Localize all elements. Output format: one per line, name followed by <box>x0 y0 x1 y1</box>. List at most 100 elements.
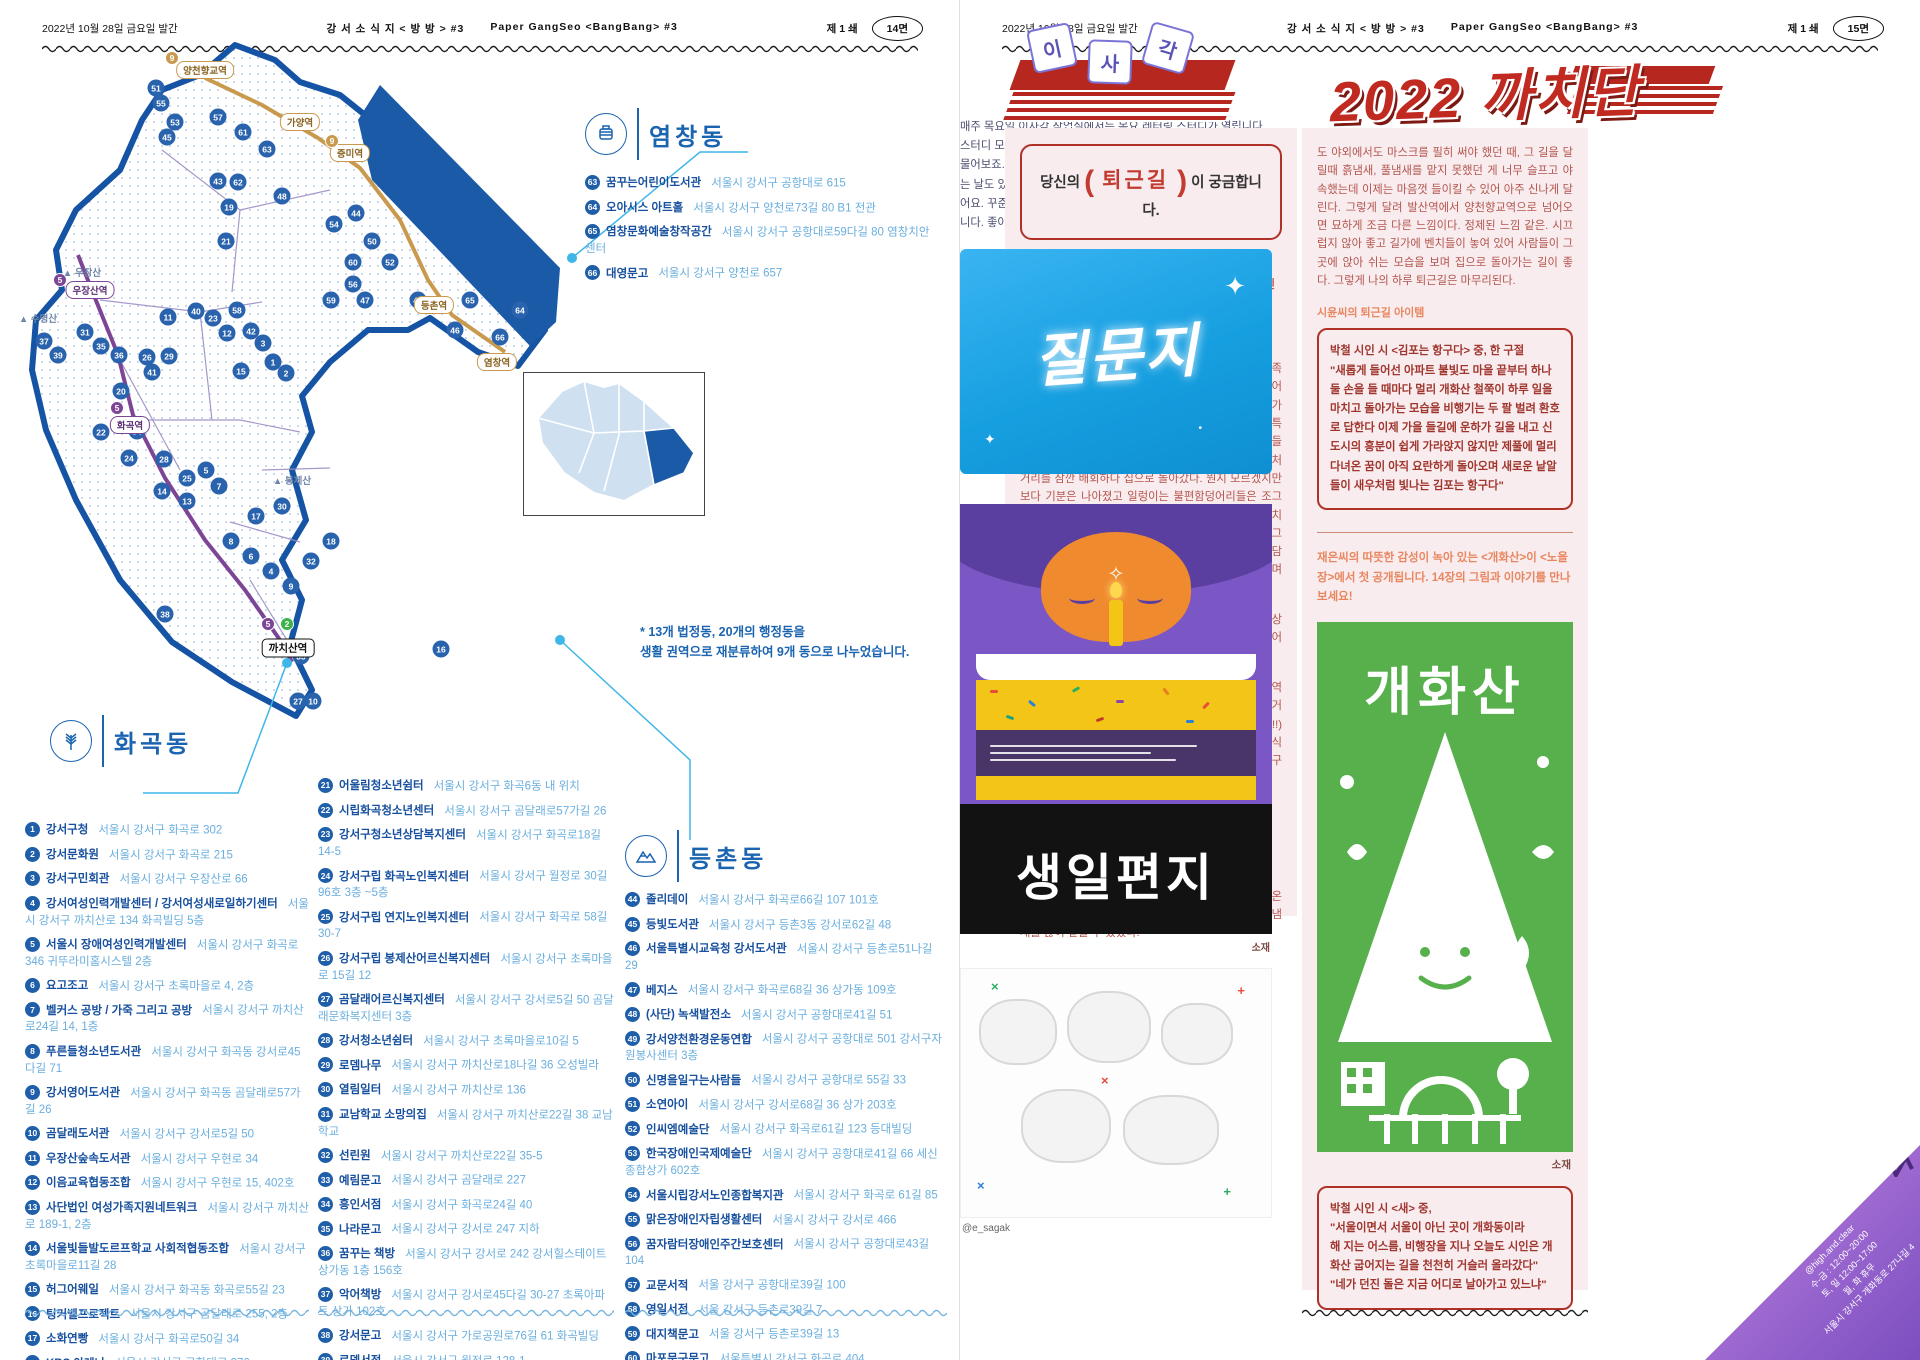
place-address: 서울시 강서구 공항대로 615 <box>711 177 846 190</box>
place-address: 서울시 강서구 곰달래로 227 <box>391 1174 526 1187</box>
list-item: 55 맑은장애인자립생활센터 서울시 강서구 강서로 466 <box>625 1211 947 1229</box>
cube-letter: 각 <box>1140 20 1196 76</box>
place-name: 푸른들청소년도서관 <box>46 1045 142 1058</box>
divider <box>1317 532 1573 533</box>
place-address: 서울 강서구 공항대로39길 100 <box>698 1279 846 1292</box>
list-item: 28 강서청소년쉼터 서울시 강서구 초록마을로10길 5 <box>318 1032 614 1050</box>
list-item: 24 강서구립 화곡노인복지센터 서울시 강서구 월정로 30길 96호 3층 ~5… <box>318 868 614 902</box>
place-name: 한국장애인국제예술단 <box>646 1148 752 1161</box>
masthead-korean: 강 서 소 식 지 < 방 방 > #3 <box>326 23 465 35</box>
place-address: 서울시 강서구 까치산로 136 <box>391 1084 526 1097</box>
mountain-label: ▲ 우장산 <box>62 268 102 279</box>
poem-box-sae: 박철 시인 시 <새> 중, "서울이면서 서울이 아닌 곳이 개화동이라 해 지… <box>1317 1185 1573 1310</box>
place-number: 50 <box>625 1072 640 1088</box>
place-number: 52 <box>625 1121 640 1137</box>
list-item: 35 나라문고 서울시 강서구 강서로 247 지하 <box>318 1221 614 1238</box>
gaehwasan-illustration <box>1338 731 1554 1144</box>
metro-line-badge: 9 <box>325 134 339 148</box>
place-name: 허그어웨일 <box>46 1284 99 1297</box>
artwork-credit: 소재 <box>1551 1158 1571 1171</box>
place-address: 서울시 강서구 우장산로 66 <box>119 873 248 886</box>
list-item: 50 신명을일구는사람들 서울시 강서구 공항대로 55길 33 <box>625 1072 947 1089</box>
list-item: 25 강서구립 연지노인복지센터 서울시 강서구 화곡로 58길 30-7 <box>318 909 614 943</box>
page-15: 2022년 10월 28일 금요일 발간 강 서 소 식 지 < 방 방 > #… <box>960 0 1920 1360</box>
place-address: 서울시 강서구 양천로73길 80 B1 전관 <box>693 201 876 214</box>
metro-line-badge: 5 <box>110 401 124 415</box>
place-number: 3 <box>25 871 40 887</box>
map-location-dot: 10 <box>304 692 322 710</box>
issue-date: 2022년 10월 28일 금요일 발간 <box>42 23 178 35</box>
section-header-deungchon: 등촌동 <box>625 830 767 882</box>
wave-divider <box>1002 44 1878 54</box>
metro-line-5 <box>76 254 294 663</box>
page-header: 2022년 10월 28일 금요일 발간 강 서 소 식 지 < 방 방 > #… <box>42 16 923 41</box>
hwagok-list-col1: 1 강서구청 서울시 강서구 화곡로 302 2 강서문화원 서울시 강서구 화곡로 21… <box>25 822 309 1360</box>
list-item: 7 벨커스 공방 / 가죽 그리고 공방 서울시 강서구 까치산로24길 14, 1… <box>25 1002 309 1036</box>
place-name: 맑은장애인자립생활센터 <box>646 1214 763 1227</box>
place-address: 서울시 강서구 강서로5길 50 <box>119 1128 255 1141</box>
place-address: 서울시 강서구 강서로 247 지하 <box>391 1223 540 1236</box>
place-number: 6 <box>25 977 40 993</box>
list-item: 31 교남학교 소망의집 서울시 강서구 까치산로22길 38 교남학교 <box>318 1106 614 1141</box>
place-name: 강서문고 <box>339 1330 382 1343</box>
map-location-dot: 12 <box>218 324 236 342</box>
list-item: 8 푸른들청소년도서관 서울시 강서구 화곡동 강서로45다길 71 <box>25 1043 309 1078</box>
place-number: 47 <box>625 982 640 998</box>
hwagok-list-col2: 21 어울림청소년쉼터 서울시 강서구 화곡6동 내 위치 22 시립화곡청소년센터 서울… <box>318 778 614 1360</box>
place-address: 서울시 강서구 강서로 242 강서힐스테이트 상가동 1층 156호 <box>318 1248 607 1277</box>
rice-stalk-icon <box>50 720 92 762</box>
place-address: 서울시 강서구 강서로68길 36 상가 203호 <box>698 1099 897 1112</box>
cake-frosting <box>976 654 1256 681</box>
salt-pot-icon <box>585 113 627 155</box>
map-location-dot: 37 <box>35 332 53 350</box>
place-name: 교문서적 <box>646 1279 689 1292</box>
wave-divider <box>25 1308 309 1318</box>
candle <box>1109 600 1123 647</box>
place-number: 46 <box>625 941 640 957</box>
place-number: 39 <box>318 1352 333 1360</box>
map-location-dot: 61 <box>234 123 252 141</box>
place-address: 서울시 강서구 공항대로 376 <box>115 1358 250 1360</box>
edition-label: 제 1 쇄 <box>826 23 858 35</box>
map-location-dot: 55 <box>152 94 170 112</box>
lettering-panel: 생일편지 <box>960 804 1272 935</box>
place-number: 7 <box>25 1002 40 1018</box>
map-location-dot: 26 <box>138 348 156 366</box>
place-name: 강서구청 <box>46 824 89 837</box>
place-name: 요고조고 <box>46 980 89 993</box>
deungchon-list: 44 졸리데이 서울시 강서구 화곡로66길 107 101호 45 등빛도서관 서울시 … <box>625 892 947 1360</box>
place-number: 24 <box>318 868 333 884</box>
place-number: 44 <box>625 892 640 907</box>
map-location-dot: 51 <box>147 79 165 97</box>
masthead-english: Paper GangSeo <BangBang> #3 <box>490 21 678 33</box>
place-name: 꿈꾸는 책방 <box>339 1248 396 1261</box>
gaehwasan-artwork: 개화산 <box>1317 621 1573 1152</box>
metro-line-9 <box>204 76 507 354</box>
birthday-letter-artwork: ✧ 생일편지 <box>960 504 1272 935</box>
map-location-dot: 7 <box>210 477 228 495</box>
list-item: 57 교문서적 서울 강서구 공항대로39길 100 <box>625 1277 947 1294</box>
artist-handle[interactable]: @e_sagak <box>962 1223 1010 1235</box>
place-number: 51 <box>625 1096 640 1112</box>
place-address: 서울시 강서구 공항대로43길 104 <box>625 1238 930 1268</box>
map-location-dot: 44 <box>347 204 365 222</box>
wave-divider <box>1302 1308 1588 1318</box>
list-item: 53 한국장애인국제예술단 서울시 강서구 공항대로41길 66 세신종합상가 60… <box>625 1145 947 1180</box>
map-location-dot: 43 <box>209 172 227 190</box>
place-address: 서울특별시 강서구 화곡로 404 <box>719 1353 865 1360</box>
poem-line: "서울이면서 서울이 아닌 곳이 개화동이라 <box>1330 1221 1525 1234</box>
x-mark: × <box>1101 1073 1109 1089</box>
map-location-dot: 38 <box>156 605 174 623</box>
mountain-label: ▲ 봉제산 <box>272 476 312 487</box>
list-item: 23 강서구청소년상담복지센터 서울시 강서구 화곡로18길 14-5 <box>318 827 614 861</box>
map-location-dot: 53 <box>166 113 184 131</box>
map-location-dot: 36 <box>110 346 128 364</box>
map-location-dot: 58 <box>228 301 246 319</box>
place-address: 서울시 강서구 까치산로 134 화곡빌딩 5층 <box>25 897 309 927</box>
place-name: 강서구립 연지노인복지센터 <box>339 911 470 924</box>
place-name: 강서양천환경운동연합 <box>646 1033 752 1046</box>
place-address: 서울 강서구 등촌로39길 13 <box>708 1328 840 1341</box>
masthead-korean: 강 서 소 식 지 < 방 방 > #3 <box>1287 23 1425 35</box>
map-location-dot: 31 <box>76 323 94 341</box>
map-location-dot: 25 <box>178 469 196 487</box>
